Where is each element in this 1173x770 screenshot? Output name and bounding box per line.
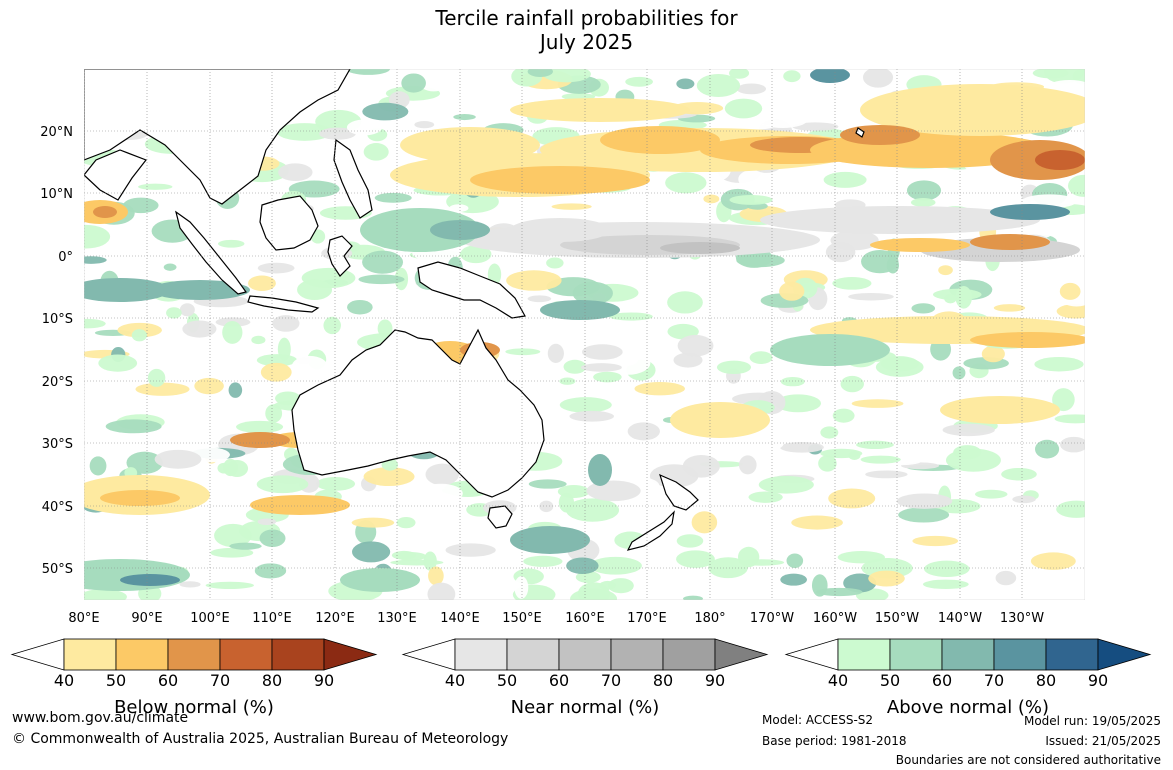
asia-mainland-coast <box>84 69 351 205</box>
graticule <box>84 69 1085 600</box>
colorbar: 40 50 60 70 80 90 Above normal (%) <box>784 638 1152 718</box>
website-text: www.bom.gov.au/climate <box>12 710 189 726</box>
colorbar-tick: 90 <box>1088 671 1108 690</box>
colorbar-segment <box>167 638 221 671</box>
hawaii-coast <box>855 127 865 138</box>
lat-label: 20°N <box>40 125 73 140</box>
colorbar-segment <box>837 638 891 671</box>
colorbars: 40 50 60 70 80 90 Below normal (%) 40 50 60 70 80 90… <box>10 638 1152 718</box>
lat-label: 30°S <box>42 437 73 452</box>
colorbar-tick: 80 <box>1036 671 1056 690</box>
lon-label: 180° <box>694 611 725 626</box>
borneo-coast <box>259 195 319 251</box>
lon-label: 140°E <box>440 611 480 626</box>
java-coast <box>247 295 320 313</box>
longitude-labels: 80°E 90°E 100°E 110°E 120°E 130°E 140°E 150°E 16… <box>68 611 1044 626</box>
sumatra-coast <box>175 210 248 295</box>
lon-label: 80°E <box>68 611 99 626</box>
lat-label: 20°S <box>42 375 73 390</box>
colorbar-tick: 70 <box>601 671 621 690</box>
colorbar-segment <box>219 638 273 671</box>
colorbar-segment <box>1045 638 1099 671</box>
colorbar-tick: 50 <box>880 671 900 690</box>
colorbar: 40 50 60 70 80 90 Near normal (%) <box>401 638 769 718</box>
colorbar-segment <box>506 638 560 671</box>
lon-label: 110°E <box>252 611 292 626</box>
colorbar-segment <box>889 638 943 671</box>
base-period-text: Base period: 1981-2018 <box>762 734 907 748</box>
colorbar-tick: 60 <box>932 671 952 690</box>
north-island-nz <box>659 473 699 511</box>
colorbar-segment <box>63 638 117 671</box>
lon-label: 120°E <box>315 611 355 626</box>
lat-label: 10°S <box>42 312 73 327</box>
colorbar-segment <box>115 638 169 671</box>
colorbar-tick: 70 <box>984 671 1004 690</box>
lon-label: 100°E <box>190 611 230 626</box>
colorbar-tick: 70 <box>210 671 230 690</box>
colorbar-title: Near normal (%) <box>511 697 660 718</box>
colorbar-tick: 40 <box>54 671 74 690</box>
colorbar-tick: 60 <box>158 671 178 690</box>
lat-label: 10°N <box>40 187 73 202</box>
colorbar-segment <box>993 638 1047 671</box>
colorbar-segment <box>558 638 612 671</box>
lat-label: 40°S <box>42 500 73 515</box>
philippines-coast <box>333 138 373 219</box>
colorbar-tick: 60 <box>549 671 569 690</box>
colorbar-tick: 80 <box>653 671 673 690</box>
colorbar-tick: 90 <box>705 671 725 690</box>
lon-label: 140°W <box>938 611 982 626</box>
colorbar-segment <box>941 638 995 671</box>
colorbar-segment <box>662 638 716 671</box>
colorbar-segment <box>610 638 664 671</box>
lat-label: 50°S <box>42 562 73 577</box>
colorbar-title: Below normal (%) <box>114 697 274 718</box>
india-coast <box>84 149 147 201</box>
colorbar-tick: 40 <box>445 671 465 690</box>
coastlines <box>84 69 865 551</box>
colorbar-title: Above normal (%) <box>887 697 1049 718</box>
title-line-2: July 2025 <box>539 30 634 54</box>
south-island-nz <box>626 510 675 551</box>
copyright-text: © Commonwealth of Australia 2025, Austra… <box>12 731 509 747</box>
australia-coast <box>291 328 545 498</box>
lon-label: 150°W <box>875 611 919 626</box>
colorbar-tick: 50 <box>106 671 126 690</box>
title-line-1: Tercile rainfall probabilities for <box>435 6 738 30</box>
lon-label: 150°E <box>502 611 542 626</box>
colorbar: 40 50 60 70 80 90 Below normal (%) <box>10 638 378 718</box>
lon-label: 160°W <box>813 611 857 626</box>
model-text: Model: ACCESS-S2 <box>762 713 874 727</box>
lon-label: 130°W <box>1000 611 1044 626</box>
model-run-text: Model run: 19/05/2025 <box>1023 714 1161 728</box>
latitude-labels: 20°N 10°N 0° 10°S 20°S 30°S 40°S 50°S <box>40 125 73 577</box>
probability-blobs <box>84 69 1085 600</box>
lat-label: 0° <box>58 250 73 265</box>
lon-label: 170°E <box>627 611 667 626</box>
colorbar-segment <box>271 638 325 671</box>
colorbar-tick: 90 <box>314 671 334 690</box>
lon-label: 90°E <box>131 611 162 626</box>
disclaimer-text: Boundaries are not considered authoritat… <box>895 753 1161 767</box>
colorbar-tick: 80 <box>262 671 282 690</box>
lon-label: 130°E <box>377 611 417 626</box>
colorbar-tick: 50 <box>497 671 517 690</box>
colorbar-tick: 40 <box>828 671 848 690</box>
new-guinea-coast <box>417 261 526 319</box>
lon-label: 160°E <box>565 611 605 626</box>
map-title: Tercile rainfall probabilities for July … <box>0 6 1173 54</box>
colorbar-segment <box>454 638 508 671</box>
probability-field <box>84 69 1085 600</box>
issued-text: Issued: 21/05/2025 <box>1045 734 1161 748</box>
lon-label: 170°W <box>750 611 794 626</box>
